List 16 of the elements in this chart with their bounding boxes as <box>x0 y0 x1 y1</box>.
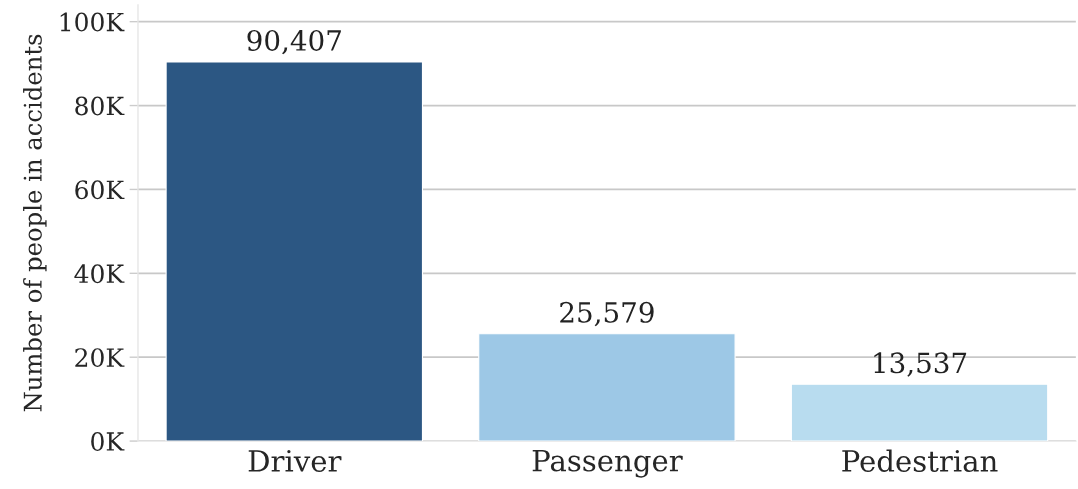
bar <box>790 383 1049 442</box>
x-tick-label: Passenger <box>532 449 683 478</box>
y-axis-title: Number of people in accidents <box>23 34 47 412</box>
bar <box>478 333 736 442</box>
y-tick-label: 0K <box>91 432 125 451</box>
y-tick-label: 60K <box>75 180 125 200</box>
y-tick-label: 100K <box>60 12 125 32</box>
data-label: 13,537 <box>874 352 967 377</box>
bar <box>165 61 424 442</box>
y-tick-label: 40K <box>74 264 125 284</box>
x-tick-label: Pedestrian <box>842 449 998 472</box>
y-tick-label: 20K <box>75 348 125 368</box>
data-label: 90,407 <box>247 29 341 55</box>
data-label: 25,579 <box>560 301 654 327</box>
y-tick-label: 80K <box>75 96 125 116</box>
x-tick-label: Driver <box>248 450 342 472</box>
